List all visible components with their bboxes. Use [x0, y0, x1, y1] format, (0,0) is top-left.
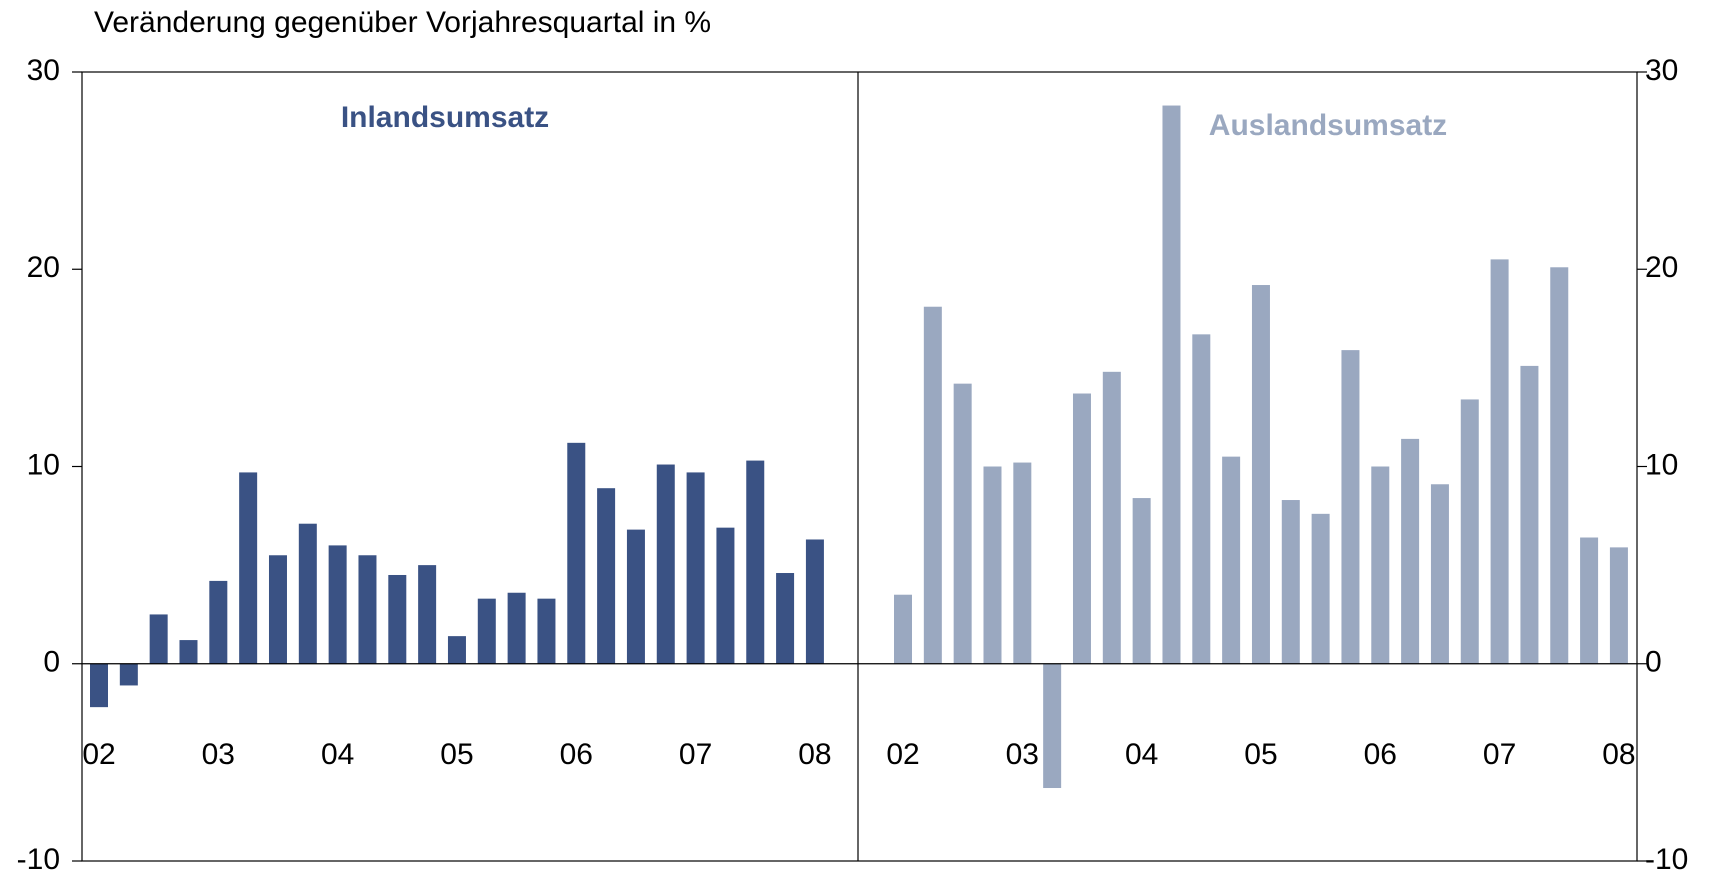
bar: [1401, 438, 1420, 664]
y2-tick-label: 30: [1645, 54, 1678, 87]
bar: [1162, 105, 1181, 664]
bar: [388, 574, 407, 664]
x-tick-label: 05: [440, 738, 473, 771]
bar: [1132, 498, 1151, 664]
bar: [328, 545, 347, 664]
bar: [1281, 500, 1300, 664]
bar: [1192, 334, 1211, 664]
y2-tick-label: 20: [1645, 251, 1678, 284]
x-tick-label: 03: [1006, 738, 1039, 771]
x-tick-label: 08: [1602, 738, 1635, 771]
bar: [1043, 663, 1062, 789]
bar: [1251, 285, 1270, 664]
bar: [1371, 466, 1390, 664]
bar: [1609, 547, 1628, 664]
bar: [1311, 513, 1330, 664]
y2-tick-label: 10: [1645, 448, 1678, 481]
bar: [1222, 456, 1241, 664]
bar: [716, 527, 735, 664]
bar: [298, 523, 317, 664]
bar: [149, 614, 168, 664]
bar: [1550, 267, 1569, 664]
x-tick-label: 06: [1364, 738, 1397, 771]
axis-title: Veränderung gegenüber Vorjahresquartal i…: [94, 6, 711, 39]
x-tick-label: 07: [1483, 738, 1516, 771]
bar: [358, 555, 377, 664]
bar: [626, 529, 645, 664]
bar: [239, 472, 258, 664]
bar: [90, 663, 108, 708]
bar: [268, 555, 287, 664]
bar: [894, 594, 912, 664]
y2-tick-label: -10: [1645, 843, 1688, 873]
x-tick-label: 04: [321, 738, 354, 771]
bar: [1520, 365, 1539, 664]
y-tick-label: 20: [27, 251, 60, 284]
bar: [537, 598, 556, 664]
x-tick-label: 03: [202, 738, 235, 771]
bar: [567, 442, 586, 664]
y-tick-label: 30: [27, 54, 60, 87]
bar: [1430, 484, 1449, 664]
y-tick-label: 10: [27, 448, 60, 481]
bar: [119, 663, 138, 686]
bar: [1102, 371, 1121, 664]
bar: [1072, 393, 1091, 664]
x-tick-label: 04: [1125, 738, 1158, 771]
y-tick-label: -10: [17, 843, 60, 873]
bar: [179, 640, 198, 664]
bar: [477, 598, 496, 664]
bar: [507, 592, 526, 664]
bar: [746, 460, 765, 664]
bar: [418, 565, 437, 664]
x-tick-label: 08: [798, 738, 831, 771]
bar: [1341, 350, 1360, 664]
y-tick-label: 0: [43, 646, 60, 679]
panel-title: Inlandsumsatz: [341, 101, 549, 134]
bar: [447, 636, 466, 664]
bar: [923, 306, 942, 664]
bar: [686, 472, 705, 664]
bar: [805, 539, 824, 664]
bar: [209, 580, 228, 664]
panel-title: Auslandsumsatz: [1209, 109, 1447, 142]
bar: [656, 464, 675, 664]
x-tick-label: 07: [679, 738, 712, 771]
x-tick-label: 05: [1244, 738, 1277, 771]
bar: [776, 573, 795, 664]
x-tick-label: 06: [560, 738, 593, 771]
bar: [1460, 399, 1479, 664]
bar: [983, 466, 1002, 664]
bar: [1490, 259, 1509, 664]
x-tick-label: 02: [886, 738, 919, 771]
bar: [953, 383, 972, 664]
bar: [597, 488, 616, 664]
y2-tick-label: 0: [1645, 646, 1662, 679]
bar: [1580, 537, 1599, 664]
bar: [1013, 462, 1032, 664]
x-tick-label: 02: [82, 738, 115, 771]
